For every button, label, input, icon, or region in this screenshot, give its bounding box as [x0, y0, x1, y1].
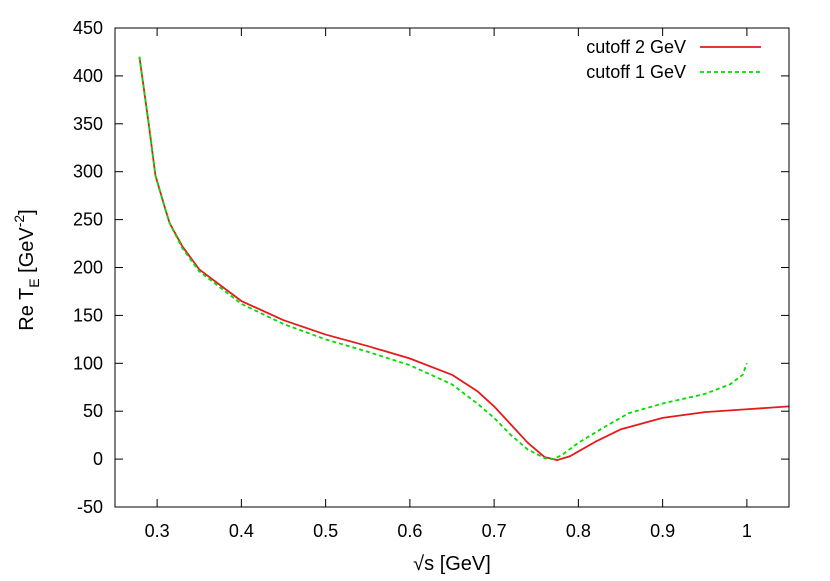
- y-tick-label: 350: [73, 114, 103, 134]
- curves-layer: [138, 56, 790, 461]
- x-tick-label: 0.8: [566, 521, 591, 541]
- plot-frame: [114, 27, 790, 508]
- legend-entry-2: cutoff 1 GeV: [586, 62, 686, 82]
- legend: cutoff 2 GeV cutoff 1 GeV: [586, 37, 761, 82]
- y-tick-label: 0: [93, 449, 103, 469]
- x-tick-label: 0.5: [313, 521, 338, 541]
- x-tick-label: 0.7: [482, 521, 507, 541]
- series-line-2: [138, 56, 748, 460]
- y-axis-label: Re TE [GeV-2]: [11, 209, 42, 330]
- y-tick-label: 50: [83, 401, 103, 421]
- y-label-unit-open: [GeV: [16, 227, 38, 279]
- x-axis-label: √s [GeV]: [413, 553, 491, 575]
- y-label-superscript: -2: [11, 215, 27, 228]
- x-tick-label: 0.4: [229, 521, 254, 541]
- y-tick-label: -50: [77, 497, 103, 517]
- y-label-base: Re T: [16, 288, 38, 331]
- y-tick-label: 100: [73, 353, 103, 373]
- y-tick-label: 200: [73, 258, 103, 278]
- x-tick-label: 0.6: [397, 521, 422, 541]
- tick-marks: [115, 27, 789, 508]
- x-tick-label: 0.3: [145, 521, 170, 541]
- series-line-1: [138, 56, 790, 461]
- y-tick-label: 450: [73, 18, 103, 38]
- x-tick-label: 0.9: [650, 521, 675, 541]
- y-label-unit-close: ]: [16, 209, 38, 215]
- y-tick-label: 250: [73, 210, 103, 230]
- x-tick-label: 1: [742, 521, 752, 541]
- y-tick-label: 300: [73, 162, 103, 182]
- legend-entry-1: cutoff 2 GeV: [586, 37, 686, 57]
- y-tick-label: 150: [73, 305, 103, 325]
- y-label-subscript: E: [26, 278, 42, 287]
- x-tick-labels: 0.3 0.4 0.5 0.6 0.7 0.8 0.9 1: [145, 521, 752, 541]
- y-tick-label: 400: [73, 66, 103, 86]
- y-tick-labels: -50 0 50 100 150 200 250 300 350 400 450: [73, 18, 103, 517]
